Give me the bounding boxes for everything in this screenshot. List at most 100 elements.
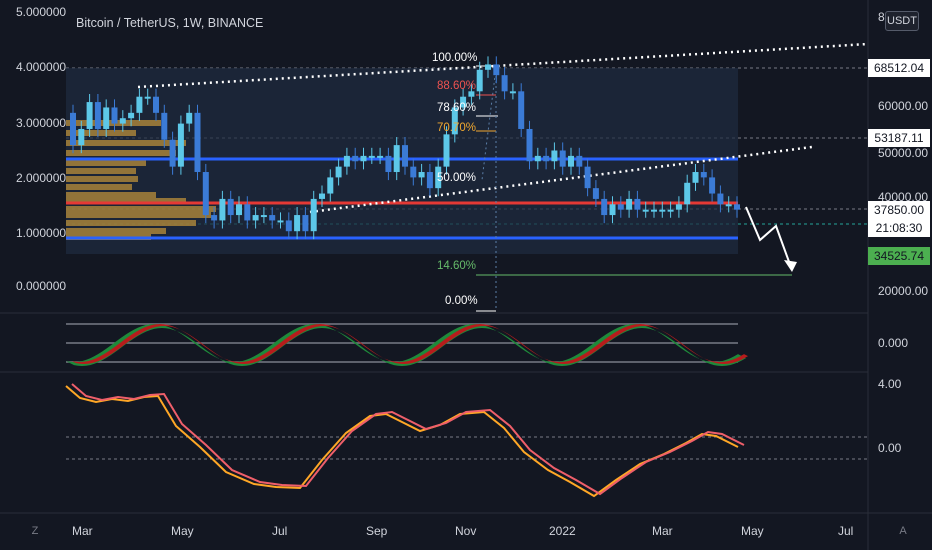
candle-body <box>576 155 583 167</box>
projection-arrow <box>745 206 793 271</box>
left-axis-label: 2.000000 <box>16 171 67 185</box>
candle-body <box>70 112 76 146</box>
candle-body <box>236 204 242 216</box>
volume-profile-bar <box>66 220 196 226</box>
candle-body <box>335 166 342 178</box>
candle-body <box>260 215 267 218</box>
fib-146-label: 14.60% <box>437 260 477 272</box>
candle-body <box>86 102 93 129</box>
candle-body <box>119 118 126 124</box>
left-axis-label: 5.000000 <box>16 5 67 19</box>
candle-body <box>551 150 558 162</box>
x-axis-label: May <box>171 524 194 538</box>
volume-profile-bar <box>66 192 156 198</box>
chart-title: Bitcoin / TetherUS, 1W, BINANCE <box>76 16 264 30</box>
candle-body <box>144 96 151 99</box>
candle-body <box>161 112 168 140</box>
candle-body <box>601 198 608 216</box>
right-axis-top-label: 8 <box>878 10 885 24</box>
candle-body <box>269 215 276 221</box>
candle-body <box>319 193 325 199</box>
x-axis-label: Jul <box>272 524 288 538</box>
right-axis-label: 50000.00 <box>878 146 929 160</box>
volume-profile-bar <box>66 168 136 174</box>
candle-body <box>393 145 400 173</box>
candle-body <box>700 172 707 178</box>
candle-body <box>186 112 193 124</box>
x-axis-label: 2022 <box>549 524 576 538</box>
volume-profile-bar <box>66 198 186 204</box>
fib-886-label: 88.60% <box>437 80 477 92</box>
candle-body <box>78 128 85 146</box>
candle-body <box>526 128 533 162</box>
left-axis-label: 1.000000 <box>16 226 67 240</box>
candle-body <box>717 193 724 205</box>
candle-body <box>153 96 159 113</box>
candle-body <box>584 166 591 189</box>
fib-100-label: 100.00% <box>432 52 478 64</box>
candle-body <box>211 215 218 221</box>
candle-body <box>227 198 234 216</box>
candle-body <box>543 155 550 162</box>
x-axis-label: Mar <box>72 524 93 538</box>
candle-body <box>709 177 716 194</box>
volume-profile-bar <box>66 212 211 218</box>
candle-body <box>310 198 317 232</box>
volume-profile-bar <box>66 184 132 190</box>
candle-body <box>667 209 674 212</box>
candle-body <box>402 145 408 167</box>
x-axis-label: Mar <box>652 524 673 538</box>
auto-scale-button[interactable]: A <box>899 525 907 537</box>
candle-body <box>468 91 475 97</box>
oscillator-red-line <box>71 383 745 496</box>
candle-body <box>451 107 458 135</box>
candle-body <box>617 204 624 210</box>
volume-profile-bar <box>66 206 216 212</box>
candle-body <box>501 75 508 92</box>
volume-profile-bar <box>66 160 146 166</box>
candle-body <box>476 69 483 92</box>
fib-786-label: 78.60% <box>437 102 477 114</box>
candle-body <box>343 155 350 167</box>
candle-body <box>493 64 500 76</box>
indicator1-axis-label: 0.000 <box>878 336 909 350</box>
candle-body <box>509 91 516 94</box>
volume-profile-bar <box>66 150 176 156</box>
candle-body <box>559 150 566 167</box>
candle-body <box>518 91 525 129</box>
oscillator-orange-line <box>65 385 739 498</box>
volume-profile-bar <box>66 140 186 146</box>
candle-body <box>302 215 309 232</box>
candle-body <box>642 209 649 212</box>
currency-button[interactable]: USDT <box>885 11 919 31</box>
left-axis-label: 0.000000 <box>16 279 67 293</box>
candle-body <box>609 204 616 216</box>
candle-body <box>377 155 384 158</box>
candle-body <box>277 220 284 223</box>
x-axis-label: May <box>741 524 764 538</box>
x-axis-label: Nov <box>455 524 477 538</box>
candle-body <box>418 172 425 178</box>
candle-body <box>111 107 118 124</box>
candle-body <box>443 134 450 167</box>
right-axis-label: 40000.00 <box>878 190 929 204</box>
price-tag-68512: 68512.04 <box>868 59 930 77</box>
upper-trendline <box>137 42 869 89</box>
candle-body <box>385 155 392 173</box>
price-tag-53187: 53187.11 <box>868 129 930 147</box>
candle-body <box>94 102 101 129</box>
candle-body <box>659 209 666 212</box>
target-price-tag: 34525.74 <box>868 247 930 265</box>
candle-body <box>285 220 292 232</box>
left-axis-label: 4.000000 <box>16 60 67 74</box>
volume-profile-bar <box>66 130 136 136</box>
zoom-button[interactable]: Z <box>31 525 39 537</box>
wave-indicator-fill <box>66 324 746 366</box>
indicator2-axis-label: 4.00 <box>878 377 902 391</box>
x-axis-label: Jul <box>838 524 854 538</box>
candle-body <box>692 172 699 183</box>
candle-body <box>128 112 135 119</box>
right-axis-label: 60000.00 <box>878 99 929 113</box>
candle-body <box>244 204 251 221</box>
